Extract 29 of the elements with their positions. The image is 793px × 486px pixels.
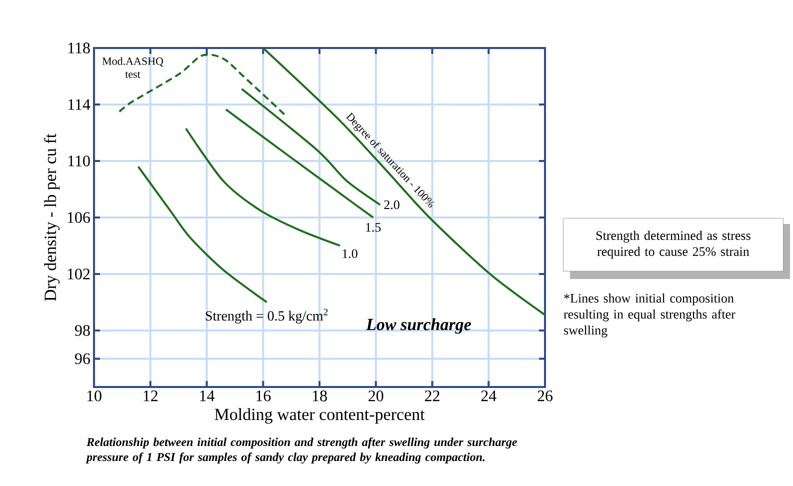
annotation: Low surcharge [366, 318, 471, 334]
line-series [137, 166, 268, 304]
text: Strength determined as stress required to cause 25% strain [596, 230, 750, 259]
x-tick-label: 22 [424, 390, 440, 402]
series-label: 2.0 [384, 200, 400, 210]
y-tick-label: 114 [68, 99, 90, 110]
y-tick-label: 118 [68, 42, 90, 54]
series-label: 1.0 [342, 249, 358, 258]
x-tick-label: 12 [144, 390, 158, 402]
text: *Lines show initial composition resulting in equal strengths after swelling [564, 294, 736, 338]
y-tick-label: 110 [68, 156, 90, 166]
series-label: 1.5 [366, 223, 381, 232]
x-tick-label: 14 [200, 390, 214, 402]
x-tick-label: 18 [312, 390, 327, 402]
y-tick-label: 96 [74, 353, 90, 364]
series-label: Strength = 0.5 kg/cm$^{2}$ [206, 308, 328, 324]
y-axis-title: Dry density - lb per cu ft [44, 134, 60, 302]
series-label: Mod.AASHQ test [102, 57, 164, 78]
y-tick-label: 98 [74, 325, 90, 336]
x-tick-label: 20 [368, 390, 384, 402]
line-series [184, 128, 342, 247]
x-tick-label: 16 [256, 390, 271, 402]
x-axis-title: Molding water content-percent [214, 408, 425, 424]
x-tick-label: 24 [481, 390, 496, 402]
text: Relationship between initial composition and strength after swelling under surcharge pressure of 1 PSI for samples of sandy clay prepared by kneading compaction. [86, 438, 518, 464]
y-tick-label: 106 [68, 212, 90, 223]
y-tick-label: 102 [68, 268, 90, 280]
x-tick-label: 26 [538, 390, 553, 402]
x-tick-label: 10 [87, 390, 102, 402]
